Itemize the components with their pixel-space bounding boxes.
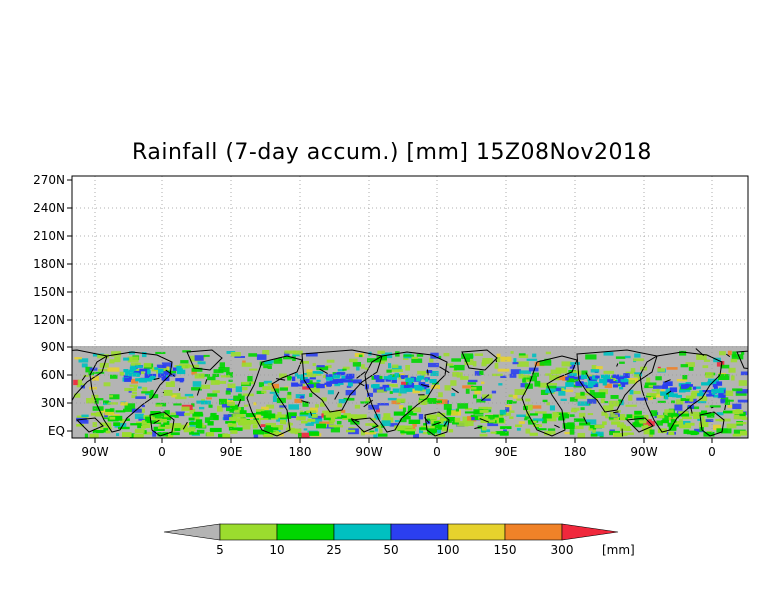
lat-tick-label: 60N — [41, 368, 65, 382]
colorbar-segment — [504, 523, 563, 541]
colorbar-segment — [390, 523, 449, 541]
colorbar-segment — [219, 523, 278, 541]
coastline-outlines — [72, 348, 748, 437]
map-title: Rainfall (7-day accum.) [mm] 15Z08Nov201… — [132, 140, 652, 165]
lat-tick-label: 30N — [41, 396, 65, 410]
colorbar-over-triangle — [561, 523, 619, 541]
colorbar-under-triangle — [163, 523, 221, 541]
longitude-axis: 90W 0 90E 180 90W 0 90E 180 90W 0 — [81, 438, 716, 459]
latitude-axis: 270N 240N 210N 180N 150N 120N 90N 60N 30N EQ — [33, 173, 72, 438]
colorbar-label: 10 — [269, 543, 284, 557]
lat-tick-label: 150N — [33, 285, 65, 299]
lon-tick-label: 90W — [630, 445, 657, 459]
colorbar-segment — [276, 523, 335, 541]
lon-tick-label: 180 — [289, 445, 312, 459]
colorbar-label: 5 — [216, 543, 224, 557]
lat-tick-label: 240N — [33, 201, 65, 215]
grid-lines — [72, 176, 748, 438]
colorbar-segment — [333, 523, 392, 541]
lon-tick-label: 0 — [433, 445, 441, 459]
colorbar-label: 100 — [437, 543, 460, 557]
lat-tick-label: 270N — [33, 173, 65, 187]
lat-tick-label: EQ — [48, 424, 65, 438]
lon-tick-label: 90E — [220, 445, 243, 459]
colorbar-segment — [447, 523, 506, 541]
rainfall-patches — [73, 350, 748, 438]
lat-tick-label: 180N — [33, 257, 65, 271]
colorbar-unit: [mm] — [602, 543, 635, 557]
plot-frame — [71, 175, 749, 439]
colorbar-label: 300 — [551, 543, 574, 557]
lon-tick-label: 90E — [495, 445, 518, 459]
lon-tick-label: 180 — [564, 445, 587, 459]
lon-tick-label: 0 — [708, 445, 716, 459]
colorbar: 5 10 25 50 100 150 300 [mm] — [163, 523, 635, 557]
lat-tick-label: 210N — [33, 229, 65, 243]
lon-tick-label: 90W — [355, 445, 382, 459]
lon-tick-label: 0 — [158, 445, 166, 459]
lat-tick-label: 90N — [41, 340, 65, 354]
colorbar-label: 25 — [326, 543, 341, 557]
colorbar-label: 50 — [383, 543, 398, 557]
lat-tick-label: 120N — [33, 313, 65, 327]
lon-tick-label: 90W — [81, 445, 108, 459]
colorbar-label: 150 — [494, 543, 517, 557]
